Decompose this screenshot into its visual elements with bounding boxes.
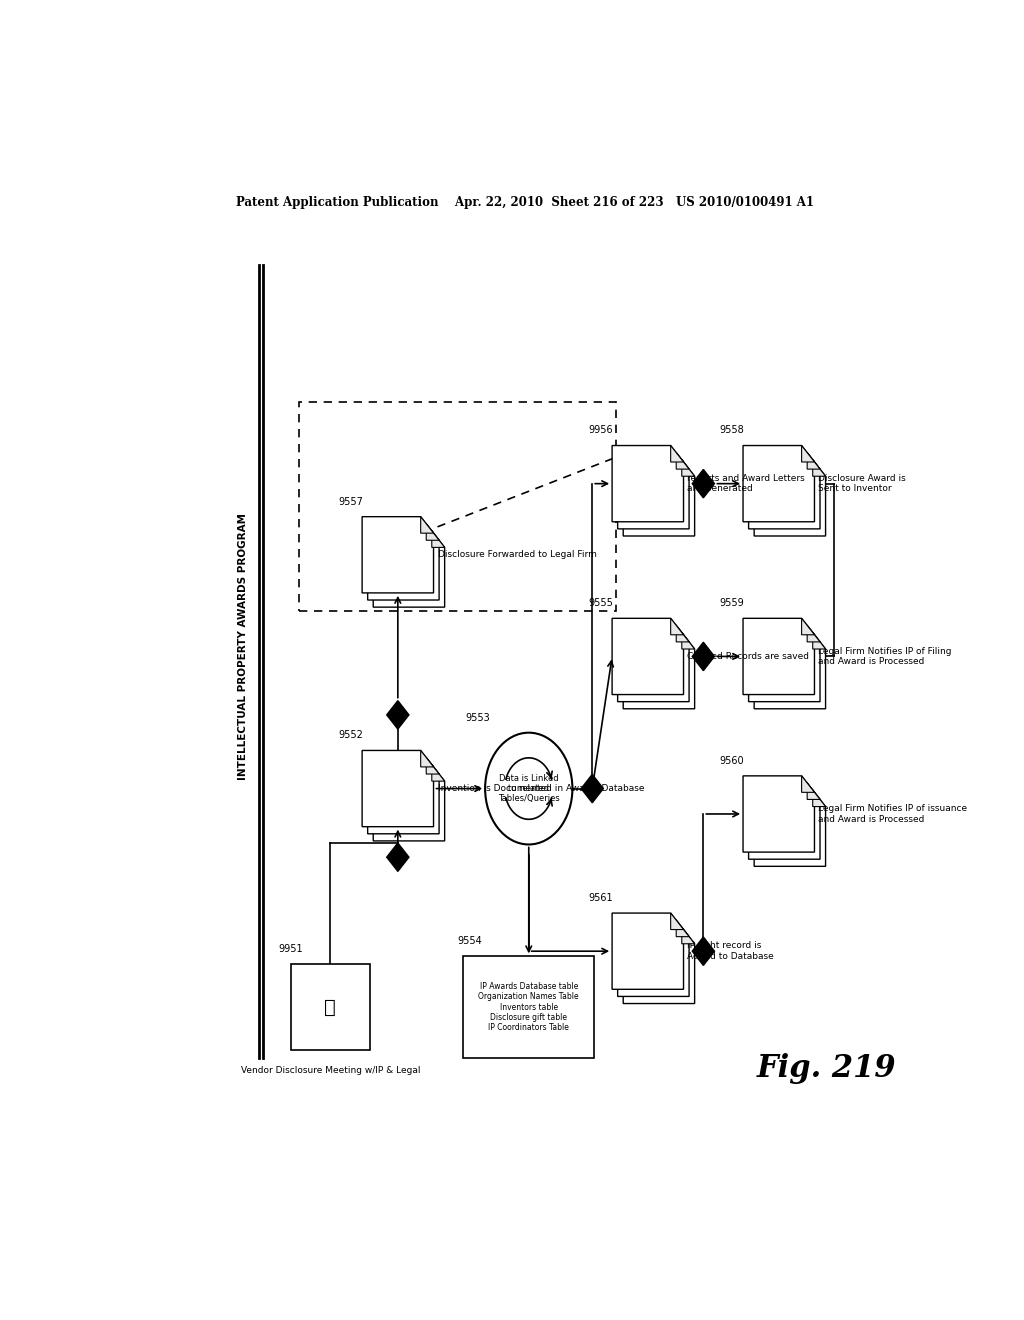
Text: Patent Application Publication    Apr. 22, 2010  Sheet 216 of 223   US 2010/0100: Patent Application Publication Apr. 22, …	[236, 195, 814, 209]
Text: Disclosure Forwarded to Legal Firm: Disclosure Forwarded to Legal Firm	[437, 550, 596, 560]
Text: Created Records are saved: Created Records are saved	[687, 652, 810, 661]
Polygon shape	[749, 453, 820, 529]
Text: 9558: 9558	[719, 425, 744, 436]
Polygon shape	[612, 913, 684, 989]
Text: Fig. 219: Fig. 219	[757, 1052, 896, 1084]
Text: INTELLECTUAL PROPERTY AWARDS PROGRAM: INTELLECTUAL PROPERTY AWARDS PROGRAM	[238, 512, 248, 780]
Polygon shape	[749, 783, 820, 859]
Text: reports and Award Letters
are Generated: reports and Award Letters are Generated	[687, 474, 805, 494]
Polygon shape	[676, 920, 689, 937]
Polygon shape	[368, 524, 439, 601]
Text: Legal Firm Notifies IP of issuance
and Award is Processed: Legal Firm Notifies IP of issuance and A…	[818, 804, 968, 824]
Polygon shape	[624, 632, 694, 709]
Text: 9554: 9554	[458, 936, 482, 946]
Polygon shape	[624, 928, 694, 1003]
Polygon shape	[373, 764, 444, 841]
FancyBboxPatch shape	[291, 964, 370, 1051]
Polygon shape	[368, 758, 439, 834]
Text: 9951: 9951	[279, 944, 303, 954]
Polygon shape	[582, 775, 603, 803]
Polygon shape	[617, 626, 689, 702]
Text: IP right record is
Added to Database: IP right record is Added to Database	[687, 941, 774, 961]
Polygon shape	[807, 453, 820, 469]
Text: 9555: 9555	[588, 598, 613, 609]
Polygon shape	[373, 531, 444, 607]
Polygon shape	[807, 626, 820, 642]
Text: 9956: 9956	[588, 425, 613, 436]
Polygon shape	[426, 524, 439, 540]
Polygon shape	[754, 791, 825, 866]
Polygon shape	[362, 751, 433, 826]
Polygon shape	[692, 643, 715, 671]
Text: 9561: 9561	[588, 892, 613, 903]
Text: 9552: 9552	[338, 730, 364, 741]
Text: Data is Linked
to related
Tables/Queries: Data is Linked to related Tables/Queries	[498, 774, 560, 804]
Text: Vendor Disclosure Meeting w/IP & Legal: Vendor Disclosure Meeting w/IP & Legal	[241, 1065, 420, 1074]
Polygon shape	[802, 446, 814, 462]
Text: Legal Firm Notifies IP of Filing
and Award is Processed: Legal Firm Notifies IP of Filing and Awa…	[818, 647, 952, 667]
Polygon shape	[671, 618, 684, 635]
Polygon shape	[754, 632, 825, 709]
Text: 9557: 9557	[338, 496, 364, 507]
Text: 👥: 👥	[325, 998, 336, 1016]
Polygon shape	[432, 531, 444, 548]
Polygon shape	[421, 751, 433, 767]
Polygon shape	[682, 632, 694, 649]
Polygon shape	[671, 446, 684, 462]
Polygon shape	[612, 618, 684, 694]
Polygon shape	[426, 758, 439, 774]
Polygon shape	[813, 791, 825, 807]
Polygon shape	[682, 928, 694, 944]
Polygon shape	[754, 459, 825, 536]
Polygon shape	[387, 701, 409, 729]
Polygon shape	[624, 459, 694, 536]
Polygon shape	[432, 764, 444, 781]
Polygon shape	[612, 446, 684, 521]
Polygon shape	[802, 618, 814, 635]
Text: Invention is Documented in Awards Database: Invention is Documented in Awards Databa…	[437, 784, 644, 793]
Polygon shape	[421, 516, 433, 533]
Polygon shape	[813, 459, 825, 477]
Polygon shape	[743, 618, 814, 694]
Polygon shape	[743, 446, 814, 521]
Text: Disclosure Award is
Sent to Inventor: Disclosure Award is Sent to Inventor	[818, 474, 906, 494]
Polygon shape	[617, 453, 689, 529]
Text: IP Awards Database table
Organization Names Table
Inventors table
Disclosure gif: IP Awards Database table Organization Na…	[478, 982, 580, 1032]
Polygon shape	[676, 626, 689, 642]
Text: 9560: 9560	[719, 755, 743, 766]
Polygon shape	[802, 776, 814, 792]
Polygon shape	[743, 776, 814, 853]
Polygon shape	[671, 913, 684, 929]
Polygon shape	[692, 937, 715, 965]
Polygon shape	[682, 459, 694, 477]
Polygon shape	[807, 783, 820, 800]
Polygon shape	[617, 920, 689, 997]
FancyBboxPatch shape	[463, 956, 594, 1057]
Polygon shape	[749, 626, 820, 702]
Polygon shape	[676, 453, 689, 469]
Text: 9553: 9553	[465, 713, 490, 722]
Polygon shape	[362, 516, 433, 593]
Text: 9559: 9559	[719, 598, 744, 609]
Polygon shape	[813, 632, 825, 649]
Polygon shape	[387, 843, 409, 871]
Polygon shape	[692, 470, 715, 498]
